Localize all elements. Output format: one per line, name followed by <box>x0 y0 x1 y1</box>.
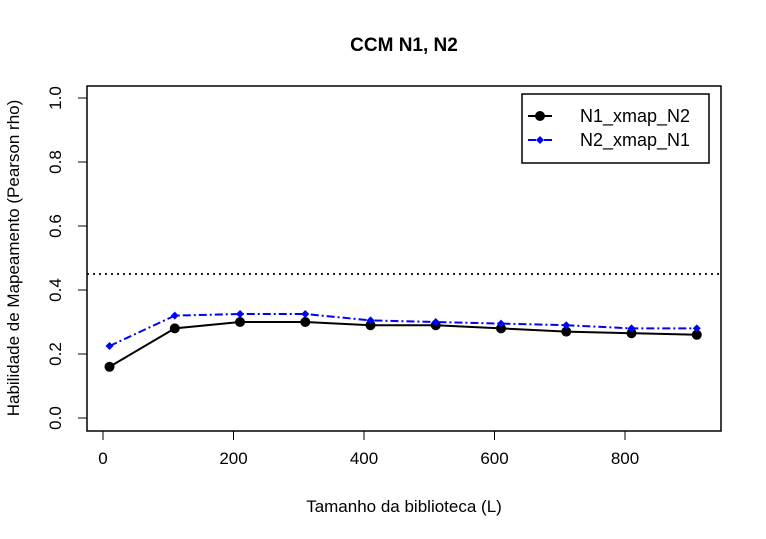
x-tick-label: 200 <box>219 449 247 468</box>
data-point <box>626 328 637 339</box>
x-tick-label: 400 <box>350 449 378 468</box>
data-point <box>366 316 375 325</box>
legend-box <box>521 93 710 164</box>
data-point <box>169 323 180 334</box>
data-point <box>301 310 310 318</box>
x-axis-label: Tamanho da biblioteca (L) <box>306 497 502 516</box>
plot-frame <box>86 85 722 432</box>
series-N1_xmap_N2 <box>104 317 702 372</box>
y-tick-label: 0.2 <box>46 342 65 366</box>
series-line <box>109 313 697 347</box>
x-tick-label: 0 <box>98 449 107 468</box>
data-point <box>170 311 179 320</box>
data-point <box>562 321 571 330</box>
data-point <box>104 361 115 372</box>
legend-marker <box>535 111 545 121</box>
legend-label: N1_xmap_N2 <box>580 106 690 127</box>
axis-ticks: 0 200 400 600 800 0.0 0.2 0.4 0.6 0.8 1.0 <box>46 86 639 468</box>
y-tick-label: 1.0 <box>46 86 65 110</box>
x-tick-label: 600 <box>480 449 508 468</box>
data-point <box>431 318 440 326</box>
data-point <box>497 319 506 328</box>
data-point <box>692 324 701 333</box>
data-point <box>236 310 245 318</box>
series-N2_xmap_N1 <box>105 310 701 350</box>
legend: N1_xmap_N2 N2_xmap_N1 <box>521 93 710 164</box>
y-tick-label: 0.0 <box>46 406 65 430</box>
y-tick-label: 0.4 <box>46 278 65 302</box>
y-tick-label: 0.8 <box>46 150 65 174</box>
x-tick-label: 800 <box>611 449 639 468</box>
data-point <box>300 317 311 327</box>
data-point <box>691 329 702 340</box>
y-tick-label: 0.6 <box>46 214 65 238</box>
data-point <box>105 342 114 350</box>
data-point <box>365 320 376 331</box>
legend-marker <box>536 136 544 144</box>
data-point <box>561 326 572 337</box>
data-point <box>496 323 507 334</box>
series-line <box>109 321 697 368</box>
data-point <box>627 324 636 333</box>
series-layer <box>104 310 702 372</box>
legend-label: N2_xmap_N1 <box>580 130 690 151</box>
data-point <box>235 317 246 327</box>
y-axis-label: Habilidade de Mapeamento (Pearson rho) <box>4 100 23 417</box>
chart-title: CCM N1, N2 <box>350 35 458 56</box>
